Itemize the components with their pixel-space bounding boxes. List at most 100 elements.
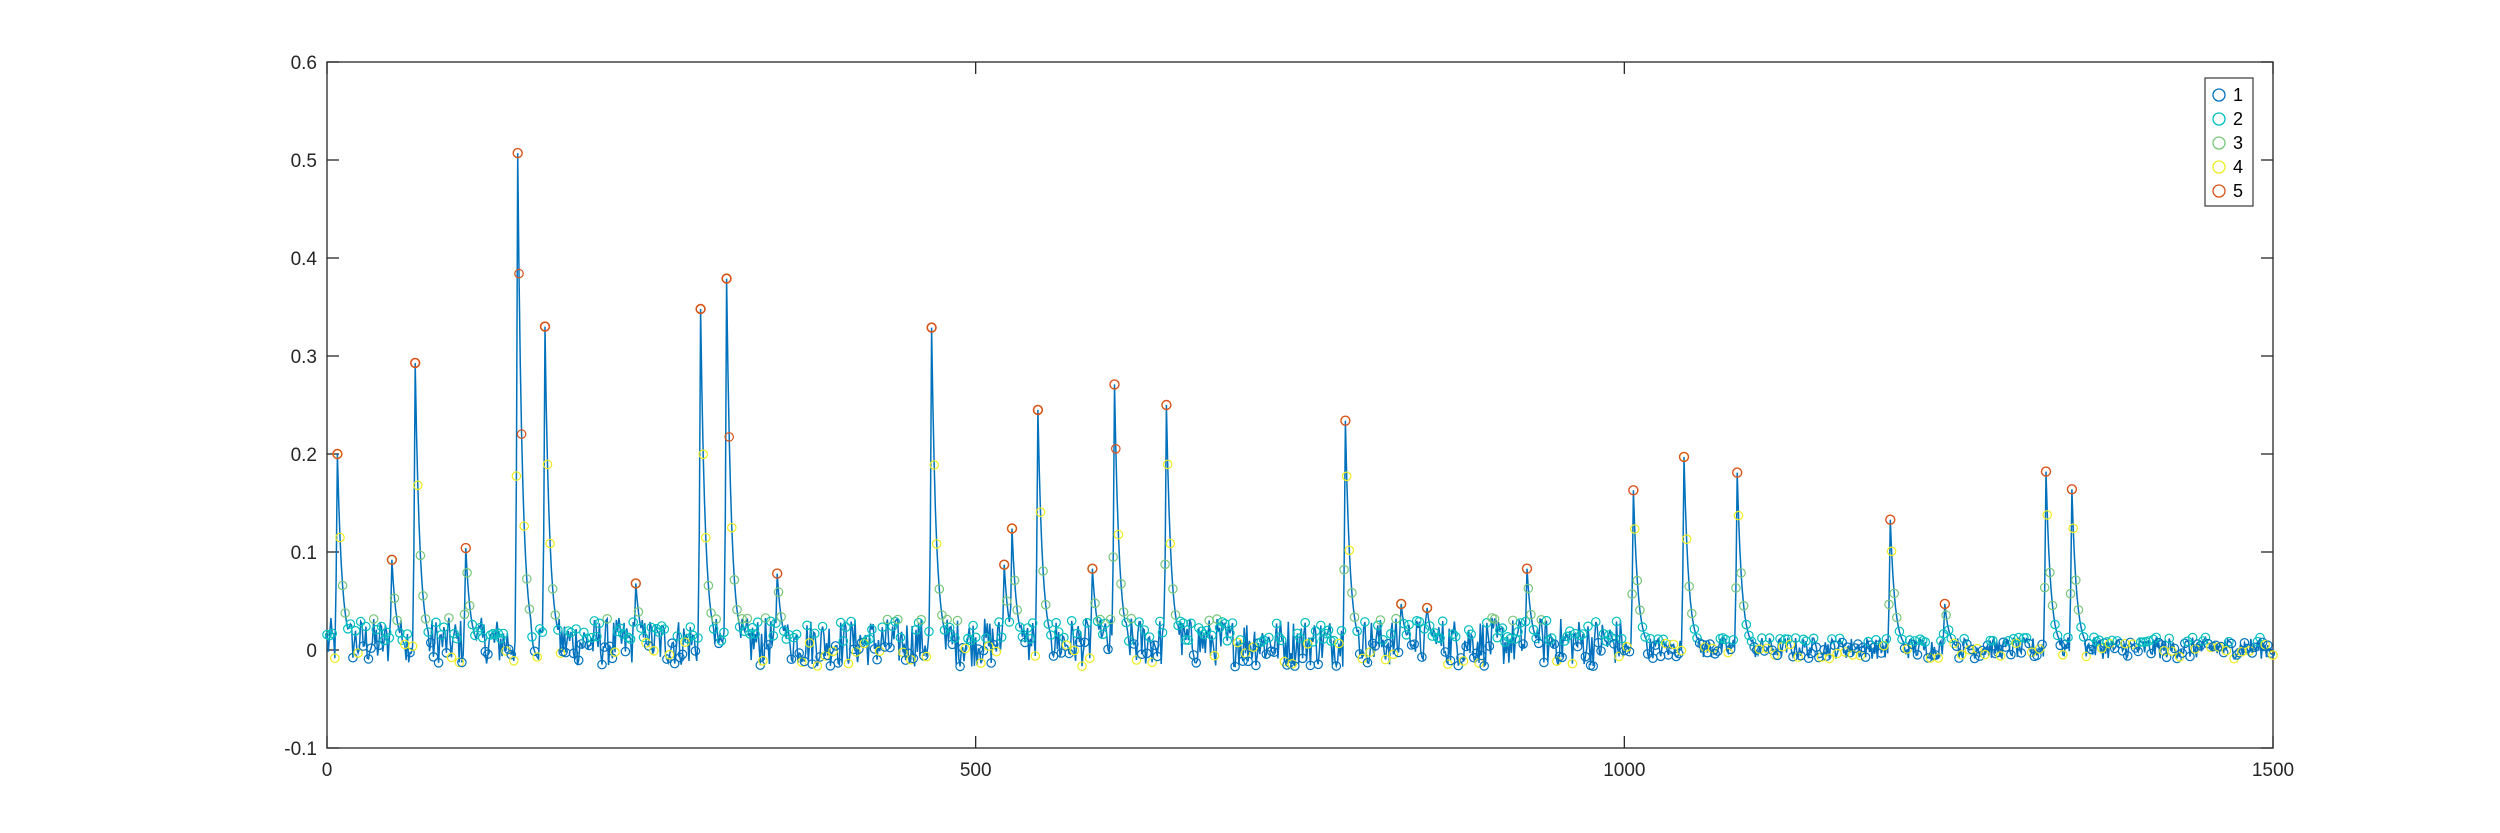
- data-point: [2154, 637, 2164, 648]
- legend-box: [2204, 77, 2254, 207]
- data-point: [1290, 661, 1300, 671]
- data-point: [511, 471, 522, 481]
- data-point: [1925, 653, 1936, 663]
- data-point: [1085, 653, 1095, 663]
- data-point: [1186, 618, 1196, 629]
- data-point: [1616, 633, 1627, 644]
- data-point: [1528, 624, 1539, 635]
- peak-point: [1628, 485, 1639, 496]
- data-point: [1401, 629, 1412, 640]
- data-point: [2221, 645, 2232, 656]
- peak-point: [539, 321, 551, 332]
- data-point: [532, 652, 542, 662]
- data-point: [402, 629, 413, 639]
- data-point: [1232, 637, 1243, 648]
- data-point: [2016, 648, 2027, 658]
- data-point: [1959, 633, 1969, 644]
- data-point: [1160, 559, 1170, 570]
- data-point: [784, 629, 794, 640]
- data-point: [1373, 620, 1383, 631]
- data-point: [994, 617, 1004, 627]
- data-point: [524, 604, 535, 614]
- data-point: [389, 593, 400, 604]
- data-point: [2167, 646, 2177, 656]
- data-point: [768, 630, 779, 641]
- data-point: [599, 642, 610, 652]
- data-point: [1668, 639, 1679, 650]
- data-point: [1025, 633, 1035, 644]
- data-point: [1170, 610, 1181, 620]
- data-point: [869, 644, 880, 654]
- data-point: [2058, 649, 2068, 660]
- data-point: [752, 617, 763, 627]
- data-point: [610, 647, 620, 657]
- data-point: [1316, 620, 1326, 631]
- data-point: [1118, 607, 1129, 617]
- data-point: [1915, 634, 1925, 644]
- peak-point: [1109, 379, 1120, 390]
- data-point: [659, 624, 670, 634]
- data-point: [908, 653, 919, 664]
- data-point: [607, 653, 618, 664]
- data-point: [433, 657, 444, 668]
- data-point: [615, 623, 625, 634]
- data-point: [1632, 575, 1643, 586]
- data-point: [625, 634, 636, 644]
- data-point: [1414, 616, 1425, 627]
- data-point: [711, 614, 721, 624]
- data-point: [1892, 612, 1902, 623]
- data-point: [368, 614, 379, 624]
- peak-point: [1421, 602, 1433, 614]
- data-point: [1505, 633, 1515, 644]
- data-point: [1155, 616, 1165, 627]
- data-point: [1609, 639, 1619, 649]
- data-point: [2102, 637, 2112, 647]
- data-point: [916, 614, 926, 625]
- data-point: [1533, 638, 1544, 649]
- data-point: [407, 641, 418, 651]
- data-point: [667, 638, 677, 648]
- data-point: [2065, 588, 2076, 599]
- data-point: [459, 609, 470, 620]
- data-point: [2169, 643, 2180, 654]
- data-point: [1676, 645, 1687, 656]
- data-point: [1082, 617, 1092, 628]
- data-point: [519, 521, 529, 531]
- data-point: [1243, 656, 1253, 667]
- data-point: [931, 539, 942, 549]
- data-point: [1448, 629, 1458, 639]
- data-point: [337, 580, 348, 591]
- data-point: [1666, 644, 1676, 654]
- data-point: [760, 613, 771, 623]
- data-point: [1040, 599, 1051, 610]
- data-point: [534, 624, 545, 634]
- data-point: [361, 621, 371, 632]
- data-point: [1310, 626, 1321, 636]
- data-point: [2024, 638, 2034, 649]
- data-point: [1482, 617, 1492, 628]
- data-point: [2146, 648, 2156, 659]
- data-point: [1549, 639, 1560, 649]
- data-point: [1209, 650, 1220, 661]
- data-point: [1168, 584, 1178, 594]
- peak-point: [1087, 563, 1098, 574]
- data-point: [1074, 637, 1085, 647]
- data-point: [2097, 643, 2107, 654]
- data-point: [773, 587, 784, 597]
- data-point: [1116, 578, 1126, 589]
- data-point: [763, 640, 773, 650]
- data-point: [742, 613, 753, 624]
- data-point: [965, 635, 976, 646]
- data-point: [329, 653, 340, 663]
- data-point: [1728, 635, 1739, 645]
- data-point: [1819, 644, 1829, 655]
- data-point: [2231, 650, 2242, 660]
- data-point: [2268, 650, 2278, 660]
- data-point: [353, 648, 363, 658]
- peak-point: [1731, 467, 1743, 478]
- data-point: [1212, 614, 1222, 624]
- data-point: [1523, 583, 1534, 594]
- data-point: [1131, 655, 1142, 665]
- data-point: [2078, 631, 2089, 642]
